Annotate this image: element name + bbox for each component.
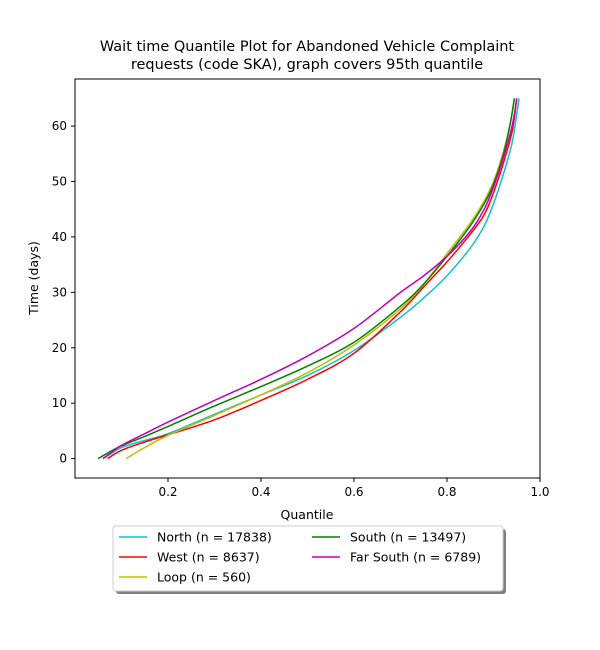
y-axis-label: Time (days) — [26, 241, 41, 316]
series-line-3 — [97, 98, 516, 460]
y-axis: 0 10 20 30 40 50 60 — [52, 119, 75, 466]
plot-area-frame — [74, 78, 541, 479]
y-tick-label: 50 — [52, 175, 67, 189]
legend-frame — [112, 525, 504, 592]
y-tick-label: 40 — [52, 230, 67, 244]
legend-label-4: Far South (n = 6789) — [350, 550, 481, 565]
legend-label-0: North (n = 17838) — [157, 530, 272, 545]
legend-items: North (n = 17838) West (n = 8637) Loop (n … — [119, 530, 481, 585]
series-line-0 — [102, 98, 520, 460]
series-layer — [97, 98, 520, 460]
chart-title-line-2: requests (code SKA), graph covers 95th q… — [131, 57, 483, 73]
y-tick-label: 30 — [52, 285, 67, 299]
y-tick-label: 0 — [59, 452, 67, 466]
x-tick-label: 0.8 — [437, 485, 456, 499]
y-tick-label: 10 — [52, 396, 67, 410]
x-tick-label: 1.0 — [530, 485, 549, 499]
x-tick-label: 0.2 — [158, 485, 177, 499]
y-tick-label: 20 — [52, 341, 67, 355]
x-axis: 0.2 0.4 0.6 0.8 1.0 — [158, 478, 550, 499]
chart-title-line-1: Wait time Quantile Plot for Abandoned Ve… — [100, 39, 515, 55]
series-line-4 — [102, 98, 518, 460]
x-tick-label: 0.4 — [251, 485, 270, 499]
legend-label-2: Loop (n = 560) — [157, 570, 251, 585]
series-line-1 — [107, 98, 518, 460]
legend: North (n = 17838) West (n = 8637) Loop (n … — [112, 525, 506, 594]
legend-label-3: South (n = 13497) — [350, 530, 466, 545]
y-tick-label: 60 — [52, 119, 67, 133]
x-tick-label: 0.6 — [344, 485, 363, 499]
legend-label-1: West (n = 8637) — [157, 550, 260, 565]
x-axis-label: Quantile — [281, 507, 334, 522]
series-line-2 — [125, 98, 516, 460]
